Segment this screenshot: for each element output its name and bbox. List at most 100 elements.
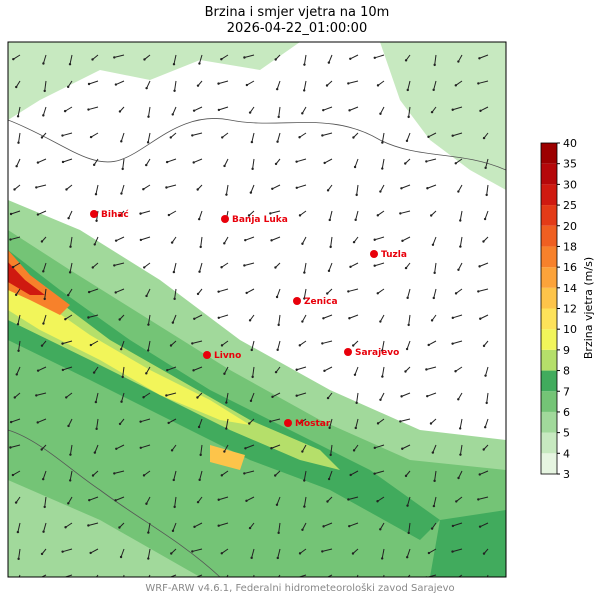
arrow-head	[87, 290, 91, 294]
wind-arrow	[484, 210, 489, 220]
wind-arrow	[147, 314, 151, 325]
wind-arrow	[225, 418, 229, 429]
wind-arrow	[408, 522, 411, 533]
city-dot	[344, 348, 352, 356]
wind-arrow	[166, 392, 177, 396]
colorbar-band	[541, 349, 557, 371]
arrow-head	[89, 343, 93, 347]
wind-arrow	[408, 106, 411, 117]
arrow-head	[139, 420, 142, 423]
wind-arrow	[302, 236, 307, 244]
wind-arrow	[18, 548, 21, 559]
wind-arrow	[244, 470, 255, 474]
wind-arrow	[479, 262, 489, 267]
arrow-head	[298, 552, 302, 555]
wind-arrow	[173, 262, 177, 273]
colorbar-tick-label: 18	[563, 240, 577, 253]
wind-arrow	[356, 392, 359, 403]
arrow-head	[248, 526, 252, 530]
colorbar-band	[541, 225, 557, 247]
wind-arrow	[428, 132, 437, 138]
wind-arrow	[221, 54, 229, 60]
wind-arrow	[455, 288, 463, 294]
wind-arrow	[407, 496, 411, 506]
arrow-head	[248, 422, 251, 425]
arrow-head	[191, 342, 194, 345]
city-label: Bihać	[101, 209, 129, 220]
wind-arrow	[478, 80, 489, 84]
arrow-head	[425, 368, 428, 371]
wind-arrow	[17, 106, 21, 117]
wind-arrow	[122, 158, 125, 169]
arrow-head	[121, 167, 124, 171]
arrow-head	[196, 188, 199, 191]
arrow-head	[355, 401, 358, 405]
arrow-head	[485, 193, 488, 197]
wind-arrow	[250, 392, 255, 402]
wind-arrow	[90, 340, 99, 346]
arrow-head	[373, 446, 376, 450]
arrow-head	[249, 399, 253, 403]
arrow-head	[348, 109, 351, 112]
arrow-head	[171, 529, 175, 533]
arrow-head	[14, 293, 18, 297]
wind-area	[8, 42, 300, 120]
wind-arrow	[457, 184, 463, 192]
wind-arrow	[148, 574, 151, 577]
arrow-head	[87, 524, 90, 527]
arrow-head	[220, 344, 224, 347]
wind-arrow	[278, 522, 281, 533]
arrow-head	[404, 59, 408, 62]
wind-arrow	[301, 314, 307, 322]
arrow-head	[119, 555, 123, 559]
arrow-head	[171, 321, 175, 324]
wind-arrow	[88, 522, 99, 526]
arrow-head	[482, 344, 486, 348]
arrow-head	[274, 266, 277, 269]
wind-arrow	[62, 132, 73, 137]
wind-arrow	[18, 340, 21, 351]
arrow-head	[16, 322, 20, 326]
arrow-head	[173, 297, 176, 301]
arrow-head	[271, 395, 274, 399]
arrow-head	[328, 218, 331, 222]
arrow-head	[142, 474, 146, 477]
arrow-head	[349, 473, 352, 477]
colorbar-band	[541, 205, 557, 226]
arrow-head	[250, 348, 253, 352]
arrow-head	[93, 579, 95, 581]
colorbar-tick-label: 3	[563, 468, 570, 481]
wind-arrow	[480, 106, 489, 112]
city-label: Livno	[214, 351, 241, 361]
arrow-head	[15, 373, 18, 376]
wind-arrow	[452, 548, 463, 553]
wind-arrow	[486, 184, 489, 195]
colorbar-band	[541, 287, 557, 309]
arrow-head	[275, 503, 279, 506]
arrow-head	[15, 165, 18, 168]
arrow-head	[457, 476, 460, 480]
arrow-head	[43, 505, 46, 509]
arrow-head	[478, 525, 482, 528]
wind-arrow	[172, 106, 177, 115]
arrow-head	[478, 57, 481, 60]
arrow-head	[95, 219, 98, 222]
arrow-head	[145, 163, 148, 167]
wind-arrow	[36, 184, 47, 188]
arrow-head	[147, 531, 150, 534]
arrow-head	[484, 166, 487, 170]
wind-arrow	[65, 522, 73, 528]
arrow-head	[430, 214, 433, 217]
wind-arrow	[37, 366, 47, 372]
arrow-head	[244, 447, 247, 450]
arrow-head	[277, 323, 280, 327]
wind-arrow	[296, 392, 307, 397]
wind-arrow	[115, 288, 125, 293]
wind-arrow	[299, 418, 307, 424]
colorbar-tick-label: 4	[563, 447, 570, 460]
wind-arrow	[478, 496, 489, 500]
wind-arrow	[457, 574, 463, 577]
arrow-head	[17, 349, 20, 352]
wind-arrow	[402, 444, 411, 450]
